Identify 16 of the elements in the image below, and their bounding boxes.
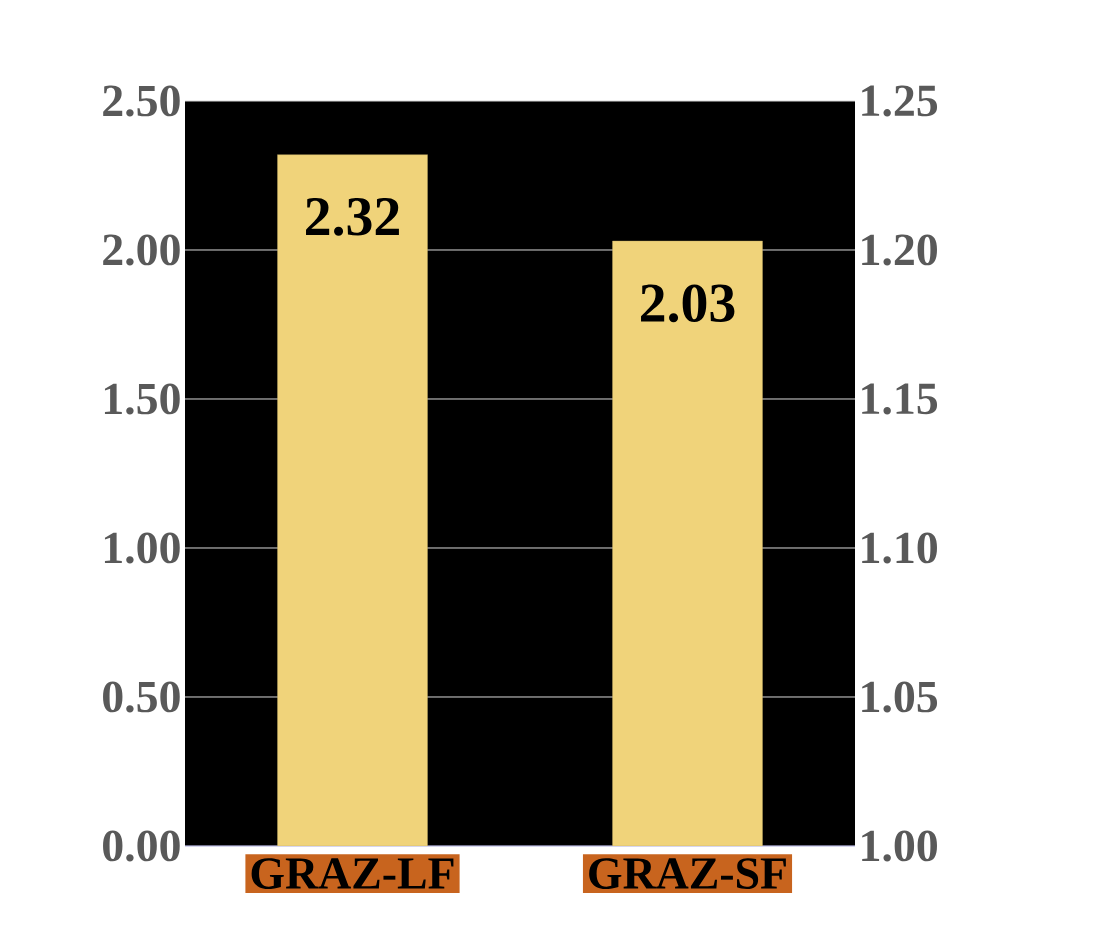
y-tick-label: 0.50	[103, 681, 180, 713]
data-label: 2.03	[641, 284, 735, 323]
y-tick-label: 1.50	[104, 383, 180, 415]
x-tick-label: GRAZ-LF	[251, 858, 454, 889]
y-tick-label: 2.50	[103, 85, 180, 117]
y2-tick-label: 1.20	[862, 234, 937, 266]
y2-tick-label: 1.10	[862, 532, 937, 564]
y-tick-label: 2.00	[103, 234, 180, 266]
x-tick-label: GRAZ-SF	[589, 858, 786, 889]
y2-tick-label: 1.15	[862, 383, 938, 415]
y2-tick-label: 1.00	[862, 830, 937, 862]
data-label: 2.32	[306, 198, 399, 236]
y2-tick-label: 1.25	[862, 85, 938, 117]
y-tick-label: 1.00	[104, 532, 180, 564]
y2-tick-label: 1.05	[862, 681, 938, 713]
y-tick-label: 0.00	[103, 830, 180, 862]
